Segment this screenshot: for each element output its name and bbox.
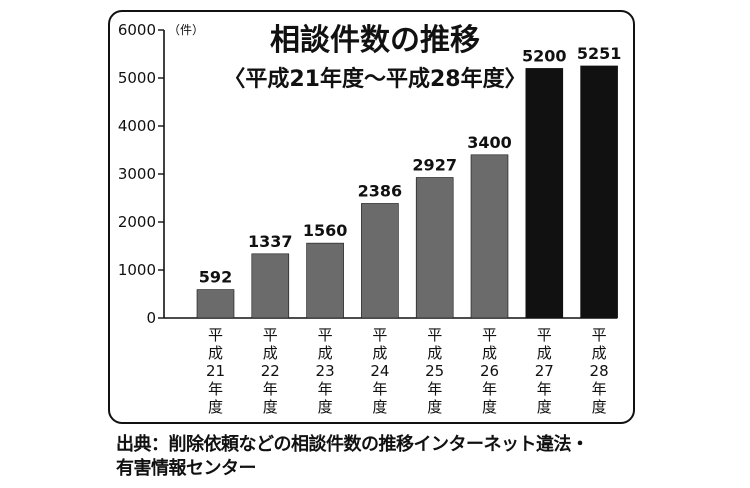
bar [306, 242, 344, 319]
source-note: 出典：削除依頼などの相談件数の推移インターネット違法・ 有害情報センター [116, 434, 589, 479]
y-tick-label: 6000 [118, 21, 156, 39]
x-category-label: 平成 25 年度 [425, 326, 444, 416]
value-labels: 592 1337 1560 2386 2927 3400 5200 5251 [199, 44, 622, 287]
bar [415, 177, 454, 319]
bar-value-label: 5200 [522, 46, 567, 65]
y-tick-label: 4000 [118, 117, 156, 135]
bar-value-label: 3400 [467, 133, 512, 152]
y-tick-label: 2000 [118, 213, 156, 231]
bar [196, 289, 235, 319]
bar-value-label: 2927 [412, 156, 457, 175]
y-tick-label: 1000 [118, 261, 156, 279]
chart-title: 相談件数の推移 [270, 23, 480, 58]
bar-value-label: 1560 [303, 221, 348, 240]
bar [580, 65, 618, 319]
y-axis: 0 1000 2000 3000 4000 5000 6000 [118, 21, 617, 327]
x-category-label: 平成 28 年度 [590, 326, 609, 416]
bar [470, 154, 509, 319]
bar [525, 68, 564, 319]
x-category-label: 平成 27 年度 [535, 326, 554, 416]
bar-value-label: 5251 [577, 44, 622, 63]
bar [251, 253, 290, 319]
y-tick-label: 0 [146, 309, 156, 327]
category-labels: 平成 21 年度 平成 22 年度 平成 23 年度 平成 24 年度 平成 25 年度 平成 26 年度 平成 27… [206, 326, 609, 416]
x-category-label: 平成 22 年度 [261, 326, 280, 416]
y-axis-unit: （件） [168, 23, 204, 37]
bar [361, 203, 399, 319]
bar-value-label: 1337 [248, 232, 293, 251]
chart-heading: 相談件数の推移 〈平成21年度〜平成28年度〉 [223, 23, 526, 92]
x-category-label: 平成 21 年度 [206, 326, 225, 416]
y-tick-label: 5000 [118, 69, 156, 87]
x-category-label: 平成 26 年度 [480, 326, 499, 416]
x-category-label: 平成 23 年度 [316, 326, 335, 416]
chart-subtitle: 〈平成21年度〜平成28年度〉 [223, 66, 526, 92]
bars [196, 65, 618, 319]
x-category-label: 平成 24 年度 [370, 326, 389, 416]
bar-value-label: 592 [199, 268, 232, 287]
bar-value-label: 2386 [358, 181, 403, 200]
y-tick-label: 3000 [118, 165, 156, 183]
